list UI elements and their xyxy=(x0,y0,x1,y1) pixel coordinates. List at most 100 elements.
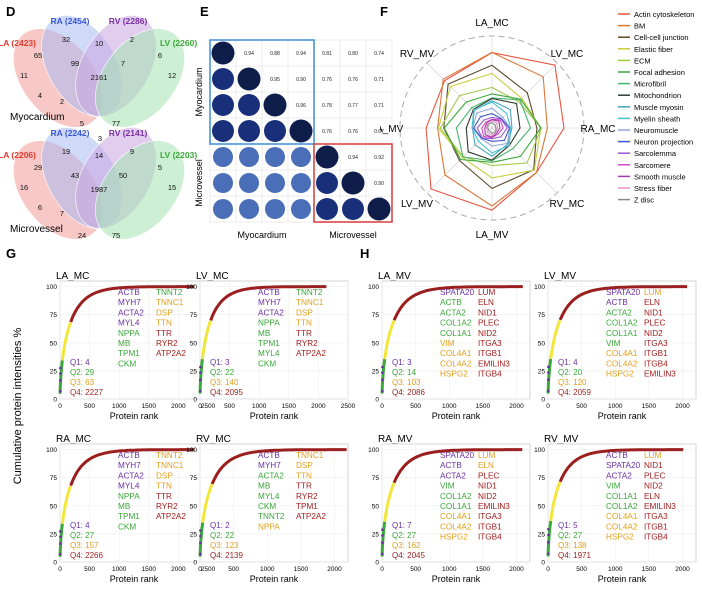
venn-set-label: RA (2242) xyxy=(51,128,90,138)
corr-circle xyxy=(341,171,365,195)
curve-segment xyxy=(200,320,212,360)
protein-label: ACTB xyxy=(258,288,280,297)
quartile-label: Q4: 2266 xyxy=(70,551,103,560)
protein-label: EMILIN3 xyxy=(478,359,510,368)
protein-label: MYL4 xyxy=(118,482,140,491)
protein-label: MYH7 xyxy=(258,298,281,307)
protein-label: MB xyxy=(258,482,271,491)
curve-x-tick: 500 xyxy=(224,403,235,410)
venn-region-count: 5 xyxy=(80,119,84,128)
quartile-label: Q4: 2045 xyxy=(392,551,425,560)
legend-label: BM xyxy=(634,22,645,31)
legend-label: Sarcomere xyxy=(634,161,671,170)
corr-value: 0.95 xyxy=(270,77,280,83)
protein-label: ACTA2 xyxy=(118,471,144,480)
corr-block-myocardium xyxy=(209,39,315,145)
corr-value: 0.90 xyxy=(374,181,384,187)
curve-q1-point xyxy=(381,541,384,544)
protein-label: PLEC xyxy=(644,471,665,480)
protein-label: NID1 xyxy=(478,482,497,491)
quartile-label: Q2: 22 xyxy=(210,531,235,540)
radar-series xyxy=(439,86,543,167)
protein-label: HSPG2 xyxy=(606,533,634,542)
curve-segment xyxy=(209,285,327,321)
protein-label: ATP2A2 xyxy=(296,349,326,358)
curve-x-tick: 1000 xyxy=(442,403,457,410)
curve-q1-point xyxy=(547,533,550,537)
protein-label: VIM xyxy=(440,339,455,348)
panel-label-g: G xyxy=(6,246,17,261)
protein-label: ATP2A2 xyxy=(296,512,326,521)
protein-label: ITGB1 xyxy=(478,522,502,531)
x-axis-label: Protein rank xyxy=(598,574,647,584)
curve-y-tick: 25 xyxy=(50,368,58,375)
curve-title: LV_MV xyxy=(544,271,576,282)
protein-label: ACTB xyxy=(606,298,628,307)
curve-x-tick: 500 xyxy=(410,566,421,573)
quartile-label: Q1: 4 xyxy=(70,358,90,367)
panel-label-f: F xyxy=(380,4,388,19)
corr-value: 0.92 xyxy=(374,155,384,161)
venn-region-count: 5 xyxy=(158,163,162,172)
protein-label: COL1A2 xyxy=(440,319,472,328)
corr-circle xyxy=(212,94,234,116)
radar-axis-line xyxy=(491,127,558,194)
venn-region-count: 19 xyxy=(62,147,70,156)
venn-title: Myocardium xyxy=(10,112,64,123)
radar-series xyxy=(437,51,548,207)
legend-label: Focal adhesion xyxy=(634,68,685,77)
venn-region-count: 32 xyxy=(62,35,70,44)
protein-label: MYH7 xyxy=(118,298,141,307)
corr-circle xyxy=(263,93,287,117)
curve-q1-point xyxy=(199,371,202,375)
curve-y-tick: 100 xyxy=(46,447,57,454)
radar-axis-label: RV_MV xyxy=(400,49,435,60)
protein-label: ELN xyxy=(478,461,494,470)
protein-label: DSP xyxy=(156,471,173,480)
corr-value: 0.76 xyxy=(348,77,358,83)
curve-y-tick: 25 xyxy=(538,531,546,538)
curve-q1-point xyxy=(59,372,62,375)
curve-segment xyxy=(558,448,684,483)
venn-region-count: 15 xyxy=(168,183,176,192)
protein-label: RYR2 xyxy=(156,502,178,511)
venn-region-count: 43 xyxy=(71,171,79,180)
radar-series xyxy=(443,93,542,163)
legend-label: Smooth muscle xyxy=(634,172,686,181)
corr-value: 0.76 xyxy=(348,129,358,135)
quartile-label: Q2: 27 xyxy=(392,531,417,540)
protein-label: MYH7 xyxy=(118,461,141,470)
protein-label: ACTB xyxy=(118,288,140,297)
curve-title: RA_MV xyxy=(378,434,413,445)
quartile-label: Q1: 4 xyxy=(558,358,578,367)
curve-y-tick: 75 xyxy=(538,475,546,482)
corr-circle xyxy=(238,120,260,142)
protein-label: ITGB1 xyxy=(644,349,668,358)
curve-q1-point xyxy=(199,529,202,532)
protein-label: NID1 xyxy=(644,308,663,317)
venn-region-count: 11 xyxy=(20,71,28,80)
protein-label: ITGA3 xyxy=(644,512,668,521)
radar-series xyxy=(476,116,508,140)
quartile-label: Q3: 162 xyxy=(392,541,421,550)
x-axis-label: Protein rank xyxy=(110,411,159,421)
protein-label: TTN xyxy=(156,319,172,328)
legend-label: Neuromuscle xyxy=(634,126,678,135)
protein-label: TNNT2 xyxy=(156,451,183,460)
corr-value: 0.94 xyxy=(348,155,358,161)
radar-axis-label: LV_MV xyxy=(401,199,433,210)
curve-x-tick: 2000 xyxy=(171,566,186,573)
curve-x-tick: 1500 xyxy=(642,566,657,573)
curve-y-tick: 25 xyxy=(190,368,198,375)
protein-label: ACTB xyxy=(258,451,280,460)
legend-label: Stress fiber xyxy=(634,184,672,193)
protein-label: TPM1 xyxy=(118,512,140,521)
corr-col-label: Microvessel xyxy=(329,230,377,240)
curve-x-tick: 1000 xyxy=(442,566,457,573)
curve-segment xyxy=(198,358,204,394)
protein-label: COL1A2 xyxy=(440,492,472,501)
curve-q1-point xyxy=(59,542,62,545)
